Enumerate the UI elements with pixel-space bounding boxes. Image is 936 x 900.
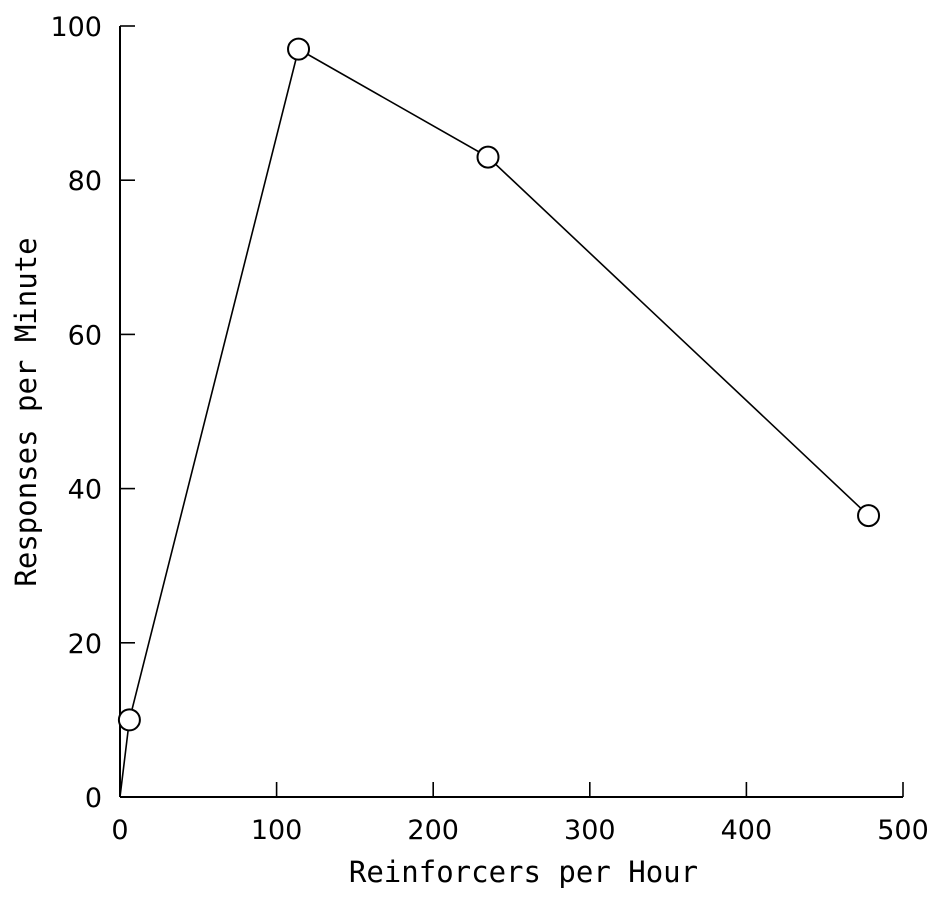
y-tick-label: 20 <box>68 629 102 660</box>
y-tick-label: 60 <box>68 320 102 351</box>
y-tick-label: 40 <box>68 475 102 506</box>
x-tick-label: 300 <box>564 815 616 846</box>
x-tick-label: 100 <box>251 815 303 846</box>
x-tick-label: 400 <box>721 815 773 846</box>
x-tick-label: 0 <box>111 815 128 846</box>
y-tick-label: 0 <box>85 783 102 814</box>
data-point-marker <box>476 145 500 169</box>
y-tick-label: 100 <box>50 12 102 43</box>
x-tick-label: 500 <box>877 815 929 846</box>
x-axis-title: Reinforcers per Hour <box>349 855 698 889</box>
series-layer <box>117 37 881 798</box>
data-point-marker <box>117 708 141 732</box>
y-axis-title: Responses per Minute <box>9 237 43 586</box>
data-point-marker <box>287 37 311 61</box>
y-ticks: 0 20 40 60 80 100 <box>50 12 135 814</box>
data-point-marker <box>857 504 881 528</box>
y-tick-label: 80 <box>68 166 102 197</box>
axes <box>119 26 903 798</box>
x-tick-label: 200 <box>407 815 459 846</box>
x-ticks: 0 100 200 300 400 500 <box>111 782 929 846</box>
